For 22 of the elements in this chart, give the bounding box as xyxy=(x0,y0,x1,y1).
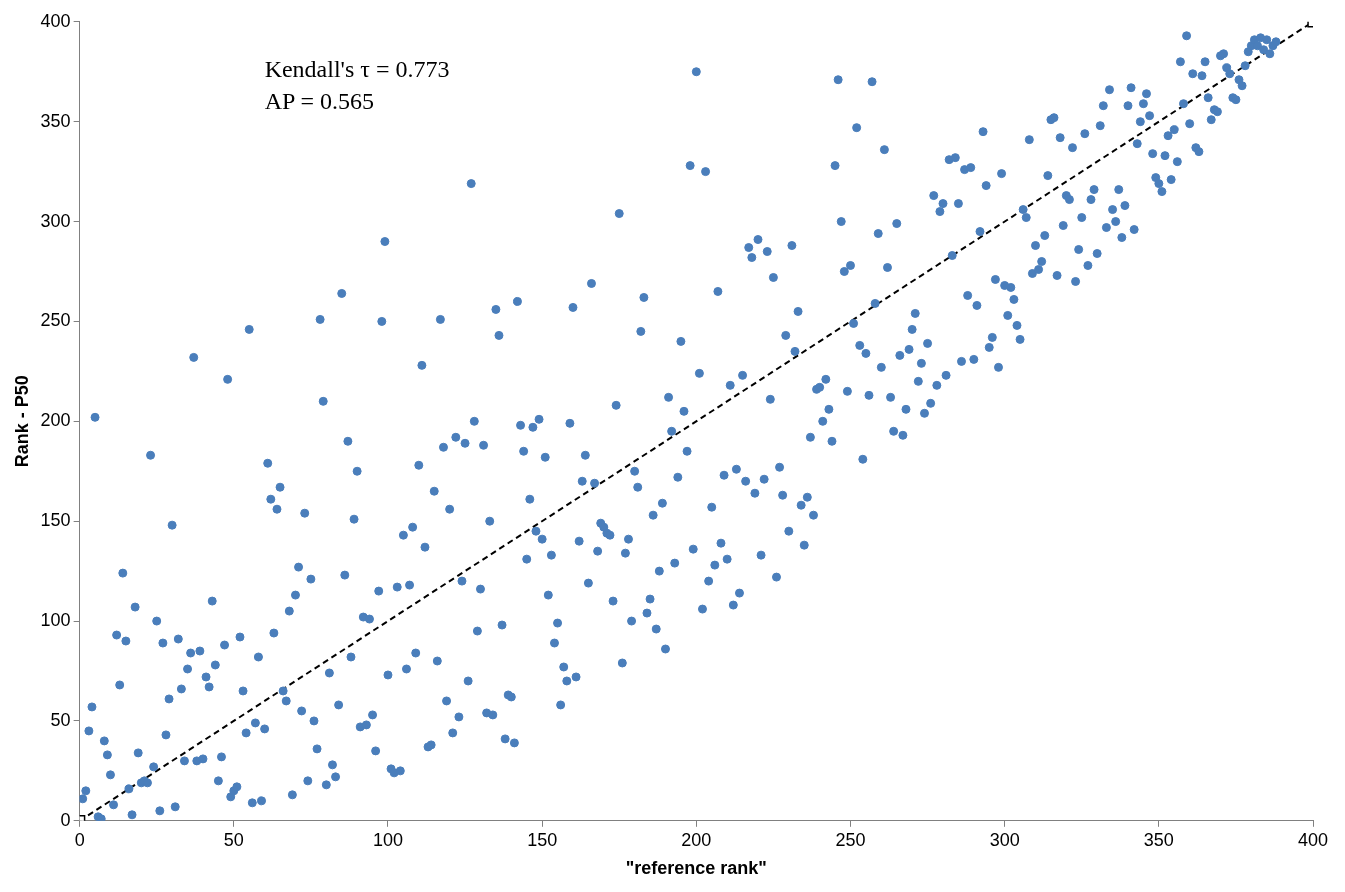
x-tick-label: 200 xyxy=(681,829,712,850)
x-tick-label: 300 xyxy=(989,829,1020,850)
y-axis-title: Rank - P50 xyxy=(11,375,32,468)
y-tick-label: 300 xyxy=(40,210,71,231)
y-tick-label: 400 xyxy=(40,10,71,31)
x-tick-label: 250 xyxy=(835,829,866,850)
annotation: AP = 0.565 xyxy=(264,87,374,114)
y-tick-label: 150 xyxy=(40,510,71,531)
y-tick-label: 0 xyxy=(60,809,71,830)
x-tick-label: 100 xyxy=(372,829,403,850)
x-tick-label: 150 xyxy=(527,829,558,850)
x-tick-label: 50 xyxy=(223,829,244,850)
y-tick-label: 350 xyxy=(40,110,71,131)
y-tick-label: 200 xyxy=(40,410,71,431)
x-tick-label: 400 xyxy=(1297,829,1329,850)
y-tick-label: 50 xyxy=(50,709,71,730)
annotation: Kendall's τ = 0.773 xyxy=(264,55,450,82)
y-tick-label: 100 xyxy=(40,610,71,631)
y-tick-label: 250 xyxy=(40,310,71,331)
x-axis-title: "reference rank" xyxy=(625,858,767,879)
x-tick-label: 0 xyxy=(74,829,85,850)
x-tick-label: 350 xyxy=(1143,829,1174,850)
